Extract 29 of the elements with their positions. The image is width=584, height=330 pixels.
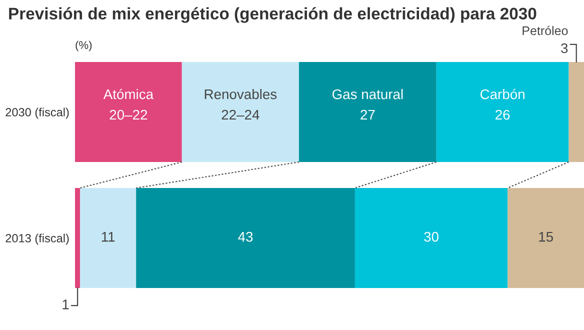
bar [436,62,569,162]
data-label: 26 [496,110,510,120]
text: Petróleo [522,26,568,36]
bar [80,188,136,288]
data-label: 3 [561,43,568,54]
series-label: Renovables [204,88,277,100]
y-tick-label: 2013 (fiscal) [6,234,69,245]
data-label: 30 [424,232,438,242]
x-axis-title: (%) [76,40,92,52]
data-label: 22–24 [222,110,260,120]
bar [568,62,584,162]
bar [75,188,80,288]
data-label: 1 [62,300,69,310]
series-label: Atómica [103,88,154,100]
y-tick-label: 2030 (fiscal) [6,108,69,119]
bar [136,188,355,288]
chart-title: Previsión de mix energético (generación de electricidad) para 2030 [9,7,536,23]
series-label: Gas natural [332,88,403,100]
bar [508,188,584,288]
bar [354,188,508,288]
data-label: 11 [102,232,115,242]
bar [75,62,182,162]
bar [298,62,436,162]
bar [182,62,299,162]
data-label: 27 [360,110,375,120]
series-label: Carbón [480,88,524,100]
data-label: 43 [238,232,253,242]
data-label: 15 [539,232,553,242]
data-label: 20–22 [110,110,148,120]
